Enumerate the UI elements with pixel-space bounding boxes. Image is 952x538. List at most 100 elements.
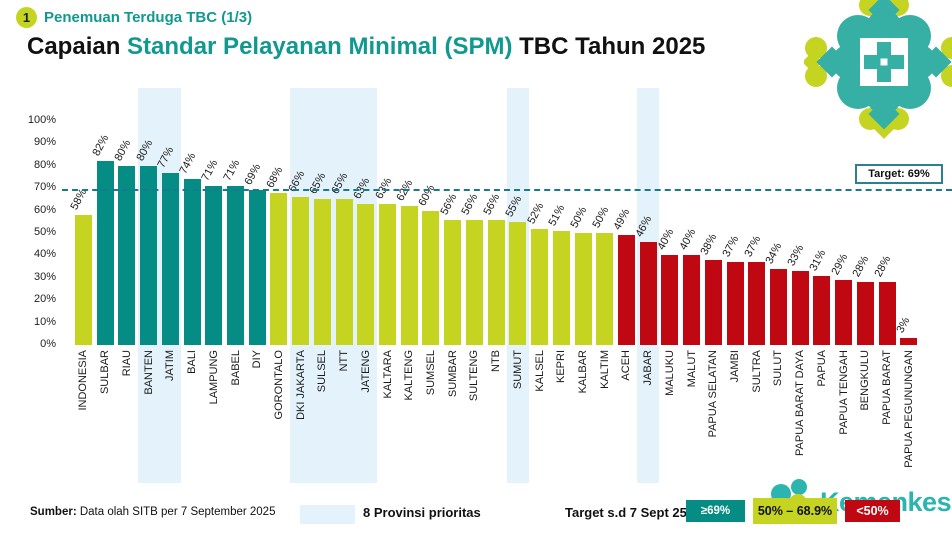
page-title: Capaian Standar Pelayanan Minimal (SPM) …	[27, 33, 705, 61]
bar	[422, 210, 440, 345]
bar-column: 33% PAPUA BARAT DAYA	[785, 88, 811, 483]
bar-category-label: SULTENG	[468, 350, 481, 402]
bar-column: 63% JATENG	[351, 88, 377, 483]
bar-category-label: INDONESIA	[77, 350, 90, 411]
y-tick-label: 100%	[27, 114, 56, 126]
bar-category-label: KALSEL	[533, 350, 546, 392]
bar	[509, 221, 527, 345]
bar-category-label: PAPUA SELATAN	[707, 350, 720, 438]
y-tick-label: 90%	[33, 136, 56, 149]
bar-category-label: KALBAR	[577, 350, 589, 394]
bar	[444, 219, 462, 345]
bar-column: 56% SUMBAR	[438, 88, 464, 483]
bar-column: 34% SULUT	[764, 88, 790, 483]
bar-value-label: 29%	[829, 251, 850, 277]
bar-value-label: 33%	[785, 243, 807, 269]
bar-column: 71% BABEL	[221, 88, 247, 483]
legend-item: ≥69%	[686, 500, 745, 522]
bar	[574, 233, 592, 345]
bar-value-label: 56%	[459, 191, 481, 217]
bar-column: 69% DIY	[242, 88, 268, 483]
bar-column: 52% KALSEL	[525, 88, 551, 483]
bar	[661, 255, 679, 345]
y-tick-label: 40%	[33, 248, 56, 261]
bar-column: 62% KALTENG	[395, 88, 420, 483]
bar-column: 77% JATIM	[156, 88, 182, 483]
bar-value-label: 77%	[155, 144, 177, 170]
y-tick-label: 0%	[40, 338, 56, 350]
bar-value-label: 71%	[199, 157, 221, 183]
target-label: Target: 69%	[855, 164, 943, 184]
bar-value-label: 34%	[763, 240, 785, 266]
bar-value-label: 74%	[177, 151, 199, 177]
bar-value-label: 40%	[655, 227, 677, 253]
bar-category-label: KALTIM	[598, 350, 611, 389]
bar-column: 40% MALUKU	[655, 88, 681, 483]
bar	[183, 179, 201, 345]
bar-column: 65% SULSEL	[308, 88, 334, 483]
bar-category-label: SULBAR	[99, 350, 112, 395]
bar-category-label: MALUKU	[663, 350, 676, 396]
bar	[335, 199, 353, 345]
kicker: 1 Penemuan Terduga TBC (1/3)	[16, 7, 252, 28]
bar-category-label: NTT	[338, 350, 351, 372]
bar-column: 65% NTT	[330, 88, 355, 483]
bar-value-label: 56%	[481, 191, 503, 217]
bar	[769, 268, 787, 345]
bar-value-label: 80%	[134, 137, 155, 163]
bar	[704, 259, 722, 345]
bar	[400, 206, 418, 345]
bar-category-label: KALTENG	[403, 350, 416, 401]
bar-value-label: 82%	[90, 133, 112, 159]
bar-category-label: DKI JAKARTA	[294, 350, 307, 420]
bar-category-label: JATENG	[359, 350, 372, 393]
bar-category-label: BANTEN	[142, 350, 155, 395]
bar-column: 31% PAPUA	[807, 88, 833, 483]
bar-value-label: 31%	[807, 247, 829, 273]
bar-value-label: 49%	[611, 207, 633, 233]
bar	[748, 262, 766, 345]
bar-category-label: KALTARA	[381, 350, 394, 399]
bar-value-label: 50%	[590, 204, 612, 230]
bar	[227, 186, 245, 345]
bar	[835, 280, 853, 345]
bar-category-label: DIY	[251, 350, 264, 369]
bar-value-label: 56%	[438, 191, 460, 217]
y-tick-label: 80%	[33, 158, 56, 171]
title-part2: TBC Tahun 2025	[512, 33, 706, 60]
bar-category-label: NTB	[490, 350, 503, 372]
bar-column: 58% INDONESIA	[69, 88, 95, 483]
bar-column: 56% NTB	[481, 88, 507, 483]
bar	[292, 197, 310, 345]
legend-item: <50%	[845, 500, 900, 522]
y-tick-label: 10%	[33, 315, 56, 328]
bar	[96, 161, 114, 345]
bar	[161, 172, 179, 345]
bar-value-label: 69%	[242, 162, 264, 188]
bar-column: 80% RIAU	[112, 88, 138, 483]
bar	[270, 192, 288, 345]
bar-category-label: BALI	[186, 350, 199, 374]
legend: ≥69% 50% – 68.9% <50%	[686, 498, 900, 524]
bar-category-label: GORONTALO	[272, 350, 285, 420]
bar	[683, 255, 701, 345]
bar-value-label: 40%	[677, 227, 698, 253]
bar-category-label: ACEH	[620, 350, 633, 381]
kicker-title: Penemuan Terduga TBC (1/3)	[44, 9, 253, 26]
y-tick-label: 50%	[33, 226, 56, 238]
bar-column: 50% KALTIM	[590, 88, 616, 483]
bar-value-label: 37%	[742, 234, 764, 260]
bar-category-label: BENGKULU	[859, 350, 872, 411]
bar	[878, 282, 896, 345]
bar	[205, 186, 223, 345]
legend-title: Target s.d 7 Sept 25	[565, 505, 687, 520]
bar-column: 56% SULTENG	[460, 88, 486, 483]
bar-column: 49% ACEH	[612, 88, 638, 483]
bar-column: 51% KEPRI	[547, 88, 572, 483]
bar-value-label: 50%	[568, 204, 590, 230]
bar-category-label: PAPUA BARAT	[881, 350, 894, 425]
title-highlight: Standar Pelayanan Minimal (SPM)	[127, 33, 513, 60]
bar-column: 60% SUMSEL	[416, 88, 442, 483]
